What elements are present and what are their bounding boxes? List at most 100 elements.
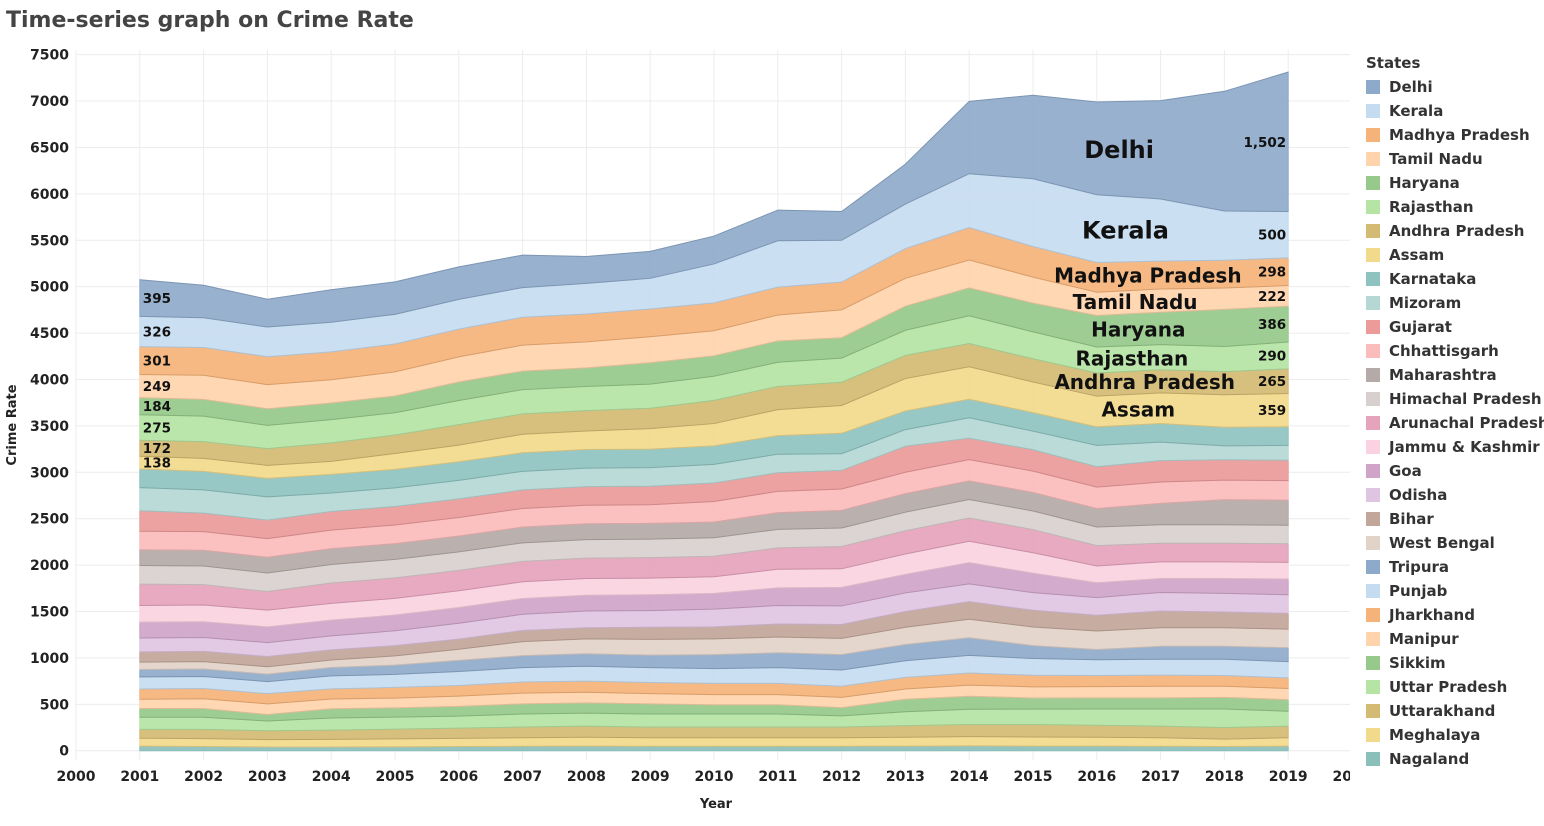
area-edge-haryana <box>139 287 1289 410</box>
legend-item[interactable]: Maharashtra <box>1366 363 1544 387</box>
area-edge-rajasthan <box>139 315 1289 426</box>
legend-label: Assam <box>1389 246 1445 264</box>
legend-label: Rajasthan <box>1389 198 1474 216</box>
legend-item[interactable]: Bihar <box>1366 507 1544 531</box>
legend-item[interactable]: Punjab <box>1366 579 1544 603</box>
legend-item[interactable]: Karnataka <box>1366 267 1544 291</box>
legend-label: Chhattisgarh <box>1389 342 1499 360</box>
legend-swatch <box>1366 512 1380 526</box>
y-tick-label: 2500 <box>30 512 69 528</box>
legend-item[interactable]: Haryana <box>1366 171 1544 195</box>
legend-item[interactable]: Chhattisgarh <box>1366 339 1544 363</box>
y-tick-label: 3500 <box>30 419 69 435</box>
area-edge-gujarat <box>139 437 1289 521</box>
area-edge-kerala <box>139 173 1289 328</box>
area-edge-bihar <box>139 601 1289 658</box>
legend-item[interactable]: Mizoram <box>1366 291 1544 315</box>
x-tick-label: 2006 <box>439 769 478 785</box>
legend-swatch <box>1366 224 1380 238</box>
legend-swatch <box>1366 488 1380 502</box>
legend-item[interactable]: Andhra Pradesh <box>1366 219 1544 243</box>
area-edge-jharkhand <box>139 672 1289 695</box>
area-edge-karnataka <box>139 398 1289 479</box>
legend-item[interactable]: Delhi <box>1366 75 1544 99</box>
x-tick-label: 2003 <box>248 769 287 785</box>
legend-label: Kerala <box>1389 102 1444 120</box>
legend-item[interactable]: Jharkhand <box>1366 603 1544 627</box>
y-tick-label: 7500 <box>30 48 69 64</box>
legend-item[interactable]: Madhya Pradesh <box>1366 123 1544 147</box>
area-edge-mizoram <box>139 417 1289 498</box>
legend-swatch <box>1366 80 1380 94</box>
value-label-start: 275 <box>143 421 171 437</box>
legend-label: Andhra Pradesh <box>1389 222 1525 240</box>
legend-item[interactable]: Arunachal Pradesh <box>1366 411 1544 435</box>
y-tick-label: 1000 <box>30 651 69 667</box>
area-edge-uttar-pradesh <box>139 708 1289 722</box>
legend-swatch <box>1366 536 1380 550</box>
x-tick-label: 2000 <box>57 769 96 785</box>
legend-item[interactable]: Kerala <box>1366 99 1544 123</box>
area-edge-west-bengal <box>139 618 1289 668</box>
legend-item[interactable]: Odisha <box>1366 483 1544 507</box>
area-edge-sikkim <box>139 695 1289 716</box>
series-name-label: Kerala <box>1082 216 1169 244</box>
legend-label: Tripura <box>1389 558 1450 576</box>
legend-label: Punjab <box>1389 582 1448 600</box>
value-label-start: 184 <box>143 399 171 415</box>
legend-swatch <box>1366 152 1380 166</box>
legend-swatch <box>1366 368 1380 382</box>
legend-swatch <box>1366 272 1380 286</box>
legend-item[interactable]: Tripura <box>1366 555 1544 579</box>
legend-item[interactable]: Himachal Pradesh <box>1366 387 1544 411</box>
legend-swatch <box>1366 104 1380 118</box>
y-axis-ticks: 0 500 1000 1500 2000 2500 3000 3500 4000 4500 5000… <box>30 48 69 760</box>
x-tick-label: 2020 <box>1333 769 1350 785</box>
y-tick-label: 6500 <box>30 140 69 156</box>
legend-item[interactable]: Uttarakhand <box>1366 699 1544 723</box>
area-edge-arunachal-pradesh <box>139 517 1289 593</box>
y-tick-label: 7000 <box>30 94 69 110</box>
legend-swatch <box>1366 728 1380 742</box>
area-edge-assam <box>139 366 1289 466</box>
legend-swatch <box>1366 752 1380 766</box>
legend-label: Tamil Nadu <box>1389 150 1483 168</box>
legend-label: Nagaland <box>1389 750 1470 768</box>
legend-item[interactable]: Rajasthan <box>1366 195 1544 219</box>
legend-item[interactable]: Sikkim <box>1366 651 1544 675</box>
area-edge-andhra-pradesh <box>139 343 1289 450</box>
legend-label: Karnataka <box>1389 270 1477 288</box>
value-label-end: 265 <box>1258 374 1286 390</box>
area-delhi <box>139 71 1289 328</box>
legend-label: Odisha <box>1389 486 1448 504</box>
y-tick-label: 0 <box>59 744 69 760</box>
legend-label: Uttarakhand <box>1389 702 1496 720</box>
legend-item[interactable]: Gujarat <box>1366 315 1544 339</box>
y-tick-label: 2000 <box>30 558 69 574</box>
legend-swatch <box>1366 584 1380 598</box>
stacked-areas <box>139 71 1289 752</box>
area-edge-odisha <box>139 583 1289 644</box>
legend-item[interactable]: West Bengal <box>1366 531 1544 555</box>
legend-label: Haryana <box>1389 174 1460 192</box>
area-edge-uttarakhand <box>139 723 1289 732</box>
area-edge-goa <box>139 562 1289 628</box>
legend-label: Uttar Pradesh <box>1389 678 1508 696</box>
x-tick-label: 2007 <box>503 769 542 785</box>
value-label-start: 172 <box>143 441 171 457</box>
legend-item[interactable]: Assam <box>1366 243 1544 267</box>
x-tick-label: 2008 <box>567 769 606 785</box>
legend-item[interactable]: Meghalaya <box>1366 723 1544 747</box>
legend-label: Manipur <box>1389 630 1459 648</box>
legend-item[interactable]: Tamil Nadu <box>1366 147 1544 171</box>
legend-item[interactable]: Uttar Pradesh <box>1366 675 1544 699</box>
legend-item[interactable]: Nagaland <box>1366 747 1544 771</box>
legend-item[interactable]: Manipur <box>1366 627 1544 651</box>
x-tick-label: 2009 <box>631 769 670 785</box>
value-label-end: 359 <box>1258 403 1286 419</box>
y-tick-label: 5000 <box>30 280 69 296</box>
legend-item[interactable]: Goa <box>1366 459 1544 483</box>
legend-item[interactable]: Jammu & Kashmir <box>1366 435 1544 459</box>
value-label-start: 301 <box>143 354 171 370</box>
legend-label: Sikkim <box>1389 654 1446 672</box>
